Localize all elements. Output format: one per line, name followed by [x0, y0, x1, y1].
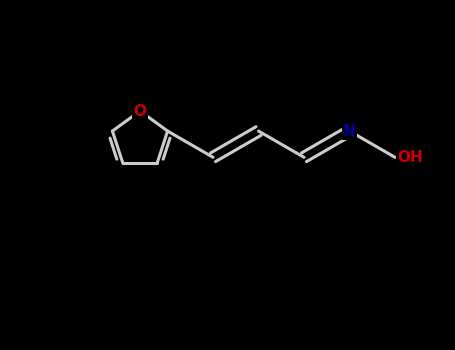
Text: N: N — [343, 124, 356, 139]
Text: OH: OH — [397, 150, 423, 165]
Text: O: O — [133, 104, 147, 119]
